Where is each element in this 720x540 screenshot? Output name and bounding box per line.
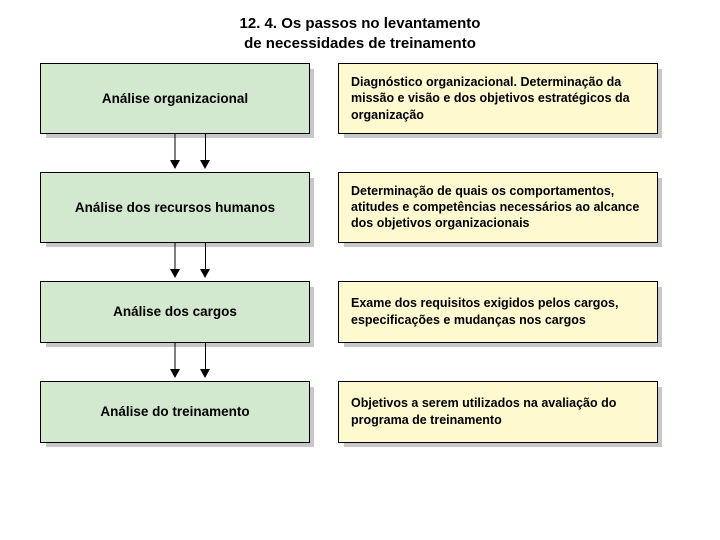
- step-left-box: Análise organizacional: [40, 63, 310, 134]
- step-left-label: Análise dos recursos humanos: [75, 200, 275, 215]
- step-left-box: Análise dos cargos: [40, 281, 310, 343]
- step-left-label: Análise do treinamento: [100, 404, 249, 419]
- step-row: Análise dos recursos humanos Determinaçã…: [40, 172, 680, 243]
- step-row: Análise organizacional Diagnóstico organ…: [40, 63, 680, 134]
- step-right-box: Objetivos a serem utilizados na avaliaçã…: [338, 381, 658, 443]
- step-row: Análise dos cargos Exame dos requisitos …: [40, 281, 680, 343]
- step-right-text: Exame dos requisitos exigidos pelos carg…: [351, 295, 645, 328]
- arrow-down-icon: [40, 134, 310, 172]
- step-right-text: Diagnóstico organizacional. Determinação…: [351, 74, 645, 123]
- diagram-body: Análise organizacional Diagnóstico organ…: [0, 63, 720, 443]
- step-left-box: Análise do treinamento: [40, 381, 310, 443]
- step-right-text: Determinação de quais os comportamentos,…: [351, 183, 645, 232]
- step-right-box: Exame dos requisitos exigidos pelos carg…: [338, 281, 658, 343]
- step-right-box: Determinação de quais os comportamentos,…: [338, 172, 658, 243]
- arrow-row: [40, 243, 680, 281]
- step-right-text: Objetivos a serem utilizados na avaliaçã…: [351, 395, 645, 428]
- arrow-down-icon: [40, 243, 310, 281]
- step-left-label: Análise organizacional: [102, 91, 248, 106]
- step-right-box: Diagnóstico organizacional. Determinação…: [338, 63, 658, 134]
- title-line-2: de necessidades de treinamento: [244, 35, 476, 52]
- step-left-label: Análise dos cargos: [113, 304, 237, 319]
- arrow-row: [40, 343, 680, 381]
- title-line-1: 12. 4. Os passos no levantamento: [240, 15, 481, 32]
- step-left-box: Análise dos recursos humanos: [40, 172, 310, 243]
- step-row: Análise do treinamento Objetivos a serem…: [40, 381, 680, 443]
- diagram-title: 12. 4. Os passos no levantamento de nece…: [0, 0, 720, 63]
- arrow-row: [40, 134, 680, 172]
- arrow-down-icon: [40, 343, 310, 381]
